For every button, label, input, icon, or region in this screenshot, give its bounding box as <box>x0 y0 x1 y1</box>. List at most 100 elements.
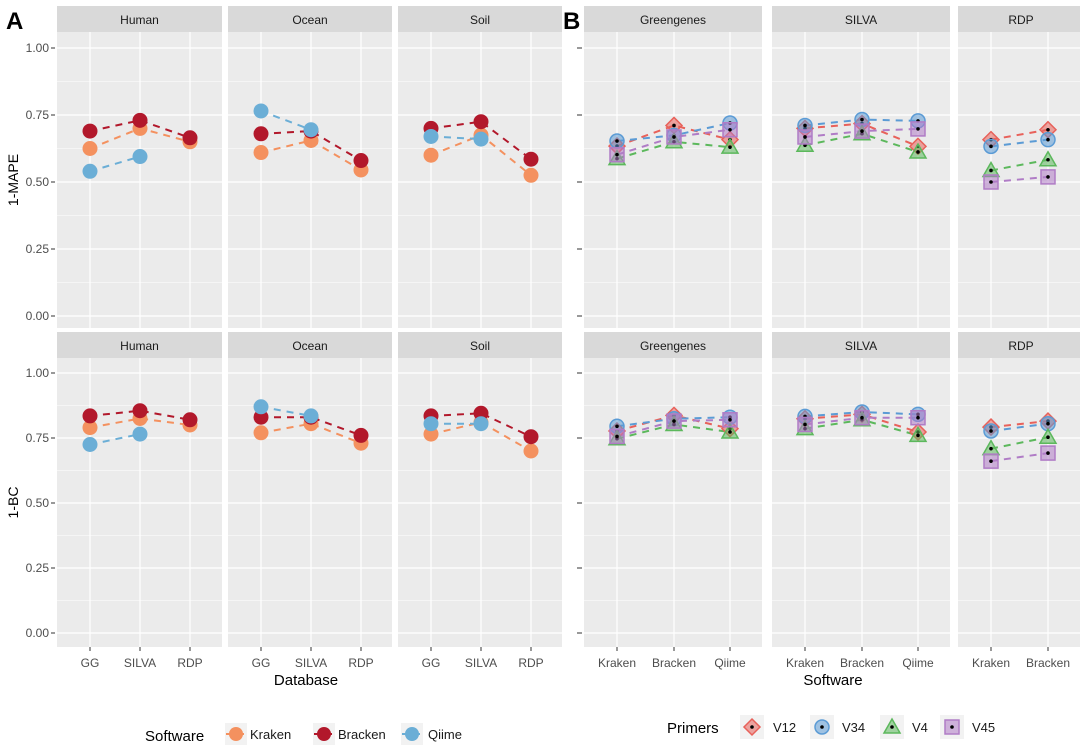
series-line-bracken <box>430 120 532 161</box>
data-point-qiime <box>303 408 319 424</box>
series-line-v45 <box>616 418 731 438</box>
x-tick-label: Kraken <box>786 656 824 670</box>
point-center-dot <box>750 725 754 729</box>
x-tick-label: Bracken <box>840 656 884 670</box>
data-point-v45 <box>1040 445 1056 461</box>
facet-panel <box>584 32 762 328</box>
x-tick-label: GG <box>81 656 100 670</box>
x-tick-label: SILVA <box>465 656 497 670</box>
data-point-v45 <box>983 453 999 469</box>
data-point-kraken <box>523 443 539 459</box>
data-point-kraken <box>253 145 269 161</box>
facet-strip <box>228 332 392 358</box>
point-center-dot <box>989 429 993 433</box>
point-center-dot <box>1046 435 1050 440</box>
data-point-v4 <box>720 137 740 154</box>
point-center-dot <box>989 180 993 184</box>
facet-strip-label: Soil <box>470 13 490 27</box>
facet-strip <box>57 6 222 32</box>
series-line-kraken <box>260 422 362 445</box>
x-tick-label: Bracken <box>1026 656 1070 670</box>
data-point-bracken <box>473 114 489 130</box>
point-center-dot <box>803 135 807 139</box>
x-tick-label: RDP <box>348 656 373 670</box>
point-center-dot <box>803 422 807 427</box>
data-point-v34 <box>983 138 999 155</box>
x-tick-label: GG <box>252 656 271 670</box>
series-line-qiime <box>89 155 141 173</box>
point-center-dot <box>615 139 619 143</box>
point-center-dot <box>728 430 732 434</box>
series-line-bracken <box>89 119 191 139</box>
facet-strip <box>772 332 950 358</box>
data-point-bracken <box>253 126 269 142</box>
y-tick-label: 0.25 <box>26 561 50 575</box>
facet-strip-label: RDP <box>1008 13 1033 27</box>
series-line-kraken <box>260 139 362 171</box>
data-point-bracken <box>132 112 148 128</box>
data-point-v45 <box>666 413 682 429</box>
point-center-dot <box>820 725 824 729</box>
data-point-v45 <box>609 428 625 445</box>
series-line-v12 <box>990 128 1049 141</box>
data-point-qiime <box>253 399 269 415</box>
facet-strip-label: Human <box>120 13 159 27</box>
y-tick-label: 1.00 <box>26 41 50 55</box>
point-center-dot <box>916 150 920 154</box>
data-point-qiime <box>82 163 98 179</box>
facet-strip <box>772 6 950 32</box>
legend-key-point <box>229 727 243 741</box>
y-axis-title: 1-MAPE <box>5 154 21 206</box>
data-point-v4 <box>1038 427 1058 444</box>
point-center-dot <box>1046 421 1050 426</box>
x-tick-label: Kraken <box>598 656 636 670</box>
x-tick-label: Qiime <box>902 656 934 670</box>
data-point-bracken <box>253 409 269 425</box>
y-tick-label: 0.75 <box>26 108 50 122</box>
facet-panel <box>228 32 392 328</box>
facet-strip-label: Ocean <box>292 339 327 353</box>
data-point-kraken <box>82 420 98 436</box>
data-point-qiime <box>423 416 439 432</box>
point-center-dot <box>672 123 676 128</box>
data-point-bracken <box>182 130 198 146</box>
facet-strip <box>228 6 392 32</box>
x-tick-label: Qiime <box>714 656 746 670</box>
facet-strip-label: RDP <box>1008 339 1033 353</box>
facet-strip <box>584 332 762 358</box>
series-line-kraken <box>430 421 532 452</box>
point-center-dot <box>728 127 732 132</box>
series-line-v34 <box>990 138 1049 148</box>
data-point-bracken <box>132 403 148 419</box>
data-point-v45 <box>797 129 813 145</box>
data-point-v34 <box>609 133 625 149</box>
y-tick-label: 0.00 <box>26 309 50 323</box>
legend-key-diamond <box>742 717 762 737</box>
data-point-v45 <box>722 121 738 138</box>
facet-strip-label: Greengenes <box>640 339 706 353</box>
data-point-v4 <box>720 422 740 439</box>
x-tick-label: SILVA <box>124 656 156 670</box>
data-point-v45 <box>983 174 999 190</box>
data-point-qiime <box>132 149 148 165</box>
data-point-bracken <box>353 153 369 169</box>
legend-label: Bracken <box>338 727 386 742</box>
data-point-v34 <box>1040 131 1056 148</box>
panel-label-b: B <box>563 8 580 35</box>
data-point-v45 <box>854 123 870 139</box>
data-point-v45 <box>722 412 738 428</box>
legend-label: Qiime <box>428 727 462 742</box>
facet-strip-label: SILVA <box>845 13 877 27</box>
data-point-bracken <box>353 427 369 443</box>
x-tick-label: RDP <box>518 656 543 670</box>
data-point-v45 <box>910 409 926 426</box>
legend-label: Kraken <box>250 727 291 742</box>
series-line-kraken <box>89 417 191 429</box>
point-center-dot <box>672 419 676 423</box>
x-axis-title: Database <box>274 672 338 689</box>
data-point-bracken <box>182 412 198 428</box>
series-line-qiime <box>260 110 312 131</box>
facet-panel <box>398 32 562 328</box>
legend-key-point <box>317 727 331 741</box>
